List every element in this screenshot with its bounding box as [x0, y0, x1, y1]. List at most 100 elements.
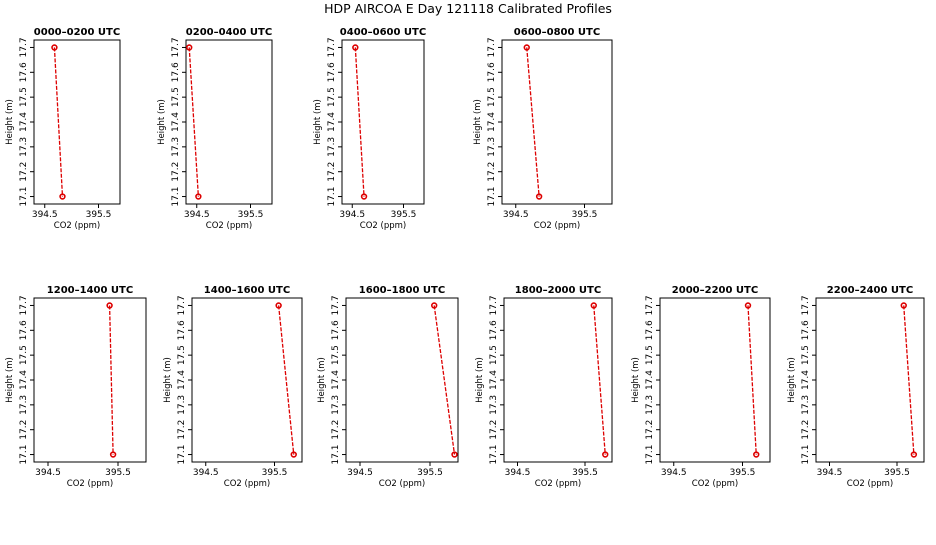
y-tick-label: 17.6 [19, 62, 29, 82]
panel-title: 1600–1800 UTC [359, 285, 445, 296]
data-point [431, 302, 438, 309]
y-tick-label: 17.7 [645, 295, 655, 315]
y-tick-label: 17.2 [487, 162, 497, 182]
data-point [535, 193, 543, 200]
y-tick-label: 17.4 [177, 370, 187, 390]
y-tick-label: 17.5 [171, 87, 181, 107]
y-tick-label: 17.6 [171, 62, 181, 82]
data-point [59, 193, 66, 200]
y-tick-label: 17.6 [489, 320, 499, 340]
y-tick-label: 17.3 [19, 395, 29, 415]
y-axis-label: Height (m) [163, 357, 173, 403]
x-tick-label: 395.5 [884, 468, 910, 478]
data-point [186, 44, 193, 51]
y-axis-label: Height (m) [5, 99, 15, 145]
y-tick-label: 17.7 [801, 295, 811, 315]
y-tick-label: 17.7 [177, 295, 187, 315]
y-tick-label: 17.7 [19, 37, 29, 57]
x-tick-label: 394.5 [339, 210, 365, 220]
profile-line [433, 305, 456, 455]
panel-title: 0400–0600 UTC [340, 27, 426, 38]
data-point [744, 302, 752, 309]
panel-title: 1200–1400 UTC [47, 285, 133, 296]
y-tick-label: 17.4 [19, 112, 29, 132]
y-tick-label: 17.5 [177, 345, 187, 365]
panel-title: 1400–1600 UTC [204, 285, 290, 296]
x-axis-label: CO2 (ppm) [67, 479, 113, 489]
y-tick-label: 17.1 [19, 445, 29, 465]
y-tick-label: 17.2 [327, 162, 337, 182]
y-tick-label: 17.6 [801, 320, 811, 340]
y-tick-label: 17.5 [19, 345, 29, 365]
y-tick-label: 17.1 [645, 445, 655, 465]
y-tick-label: 17.3 [327, 137, 337, 157]
data-point [51, 44, 58, 51]
y-tick-label: 17.5 [489, 345, 499, 365]
x-tick-label: 394.5 [505, 468, 531, 478]
x-tick-label: 394.5 [32, 210, 58, 220]
x-tick-label: 394.5 [661, 468, 687, 478]
x-axis-label: CO2 (ppm) [534, 221, 580, 231]
data-point [106, 302, 113, 309]
data-point [451, 451, 458, 458]
y-tick-label: 17.2 [177, 420, 187, 440]
data-point [523, 44, 530, 51]
x-axis-label: CO2 (ppm) [206, 221, 252, 231]
panel-7: 1600–1800 UTC 394.5 395.5 17.1 17.2 17.3 17.4 1… [317, 285, 459, 489]
data-point [360, 193, 368, 200]
panel-9: 2000–2200 UTC 394.5 395.5 17.1 17.2 17.3 17.4 1… [631, 285, 771, 489]
y-tick-label: 17.1 [171, 187, 181, 207]
data-point [590, 302, 597, 309]
y-tick-label: 17.3 [645, 395, 655, 415]
x-axis-label: CO2 (ppm) [54, 221, 100, 231]
y-tick-label: 17.4 [645, 370, 655, 390]
x-tick-label: 395.5 [262, 468, 288, 478]
y-tick-label: 17.5 [487, 87, 497, 107]
y-axis-label: Height (m) [157, 99, 167, 145]
figure-title: HDP AIRCOA E Day 121118 Calibrated Profi… [324, 1, 612, 16]
y-tick-label: 17.3 [19, 137, 29, 157]
y-axis-label: Height (m) [787, 357, 797, 403]
plot-frame [341, 39, 425, 205]
y-tick-label: 17.4 [331, 370, 341, 390]
panel-3: 0400–0600 UTC 394.5 395.5 17.1 17.2 17.3 17.4 1… [313, 27, 426, 231]
y-tick-label: 17.2 [19, 162, 29, 182]
panel-title: 2200–2400 UTC [827, 285, 913, 296]
y-axis-label: Height (m) [631, 357, 641, 403]
x-tick-label: 394.5 [193, 468, 219, 478]
profile-line [53, 47, 64, 197]
panel-5: 1200–1400 UTC 394.5 395.5 17.1 17.2 17.3 17.4 1… [5, 285, 147, 489]
plot-frame [185, 39, 273, 205]
x-tick-label: 394.5 [817, 468, 843, 478]
y-tick-label: 17.7 [19, 295, 29, 315]
x-axis-label: CO2 (ppm) [379, 479, 425, 489]
x-axis-label: CO2 (ppm) [360, 221, 406, 231]
x-tick-label: 394.5 [184, 210, 210, 220]
x-tick-label: 395.5 [417, 468, 443, 478]
plot-frame [815, 297, 925, 463]
y-tick-label: 17.1 [19, 187, 29, 207]
y-tick-label: 17.3 [171, 137, 181, 157]
y-tick-label: 17.3 [487, 137, 497, 157]
x-tick-label: 394.5 [347, 468, 373, 478]
x-axis-label: CO2 (ppm) [535, 479, 581, 489]
x-tick-label: 395.5 [572, 210, 598, 220]
x-axis-label: CO2 (ppm) [692, 479, 738, 489]
y-tick-label: 17.7 [487, 37, 497, 57]
profile-line [188, 47, 200, 197]
y-tick-label: 17.5 [801, 345, 811, 365]
data-point [195, 193, 202, 200]
y-tick-label: 17.2 [171, 162, 181, 182]
y-tick-label: 17.5 [327, 87, 337, 107]
x-axis-label: CO2 (ppm) [847, 479, 893, 489]
x-tick-label: 395.5 [105, 468, 131, 478]
y-tick-label: 17.1 [489, 445, 499, 465]
y-tick-label: 17.2 [645, 420, 655, 440]
y-tick-label: 17.4 [487, 112, 497, 132]
panel-8: 1800–2000 UTC 394.5 395.5 17.1 17.2 17.3 17.4 1… [475, 285, 613, 489]
plot-frame [503, 297, 613, 463]
data-point [290, 451, 297, 458]
data-point [602, 451, 609, 458]
